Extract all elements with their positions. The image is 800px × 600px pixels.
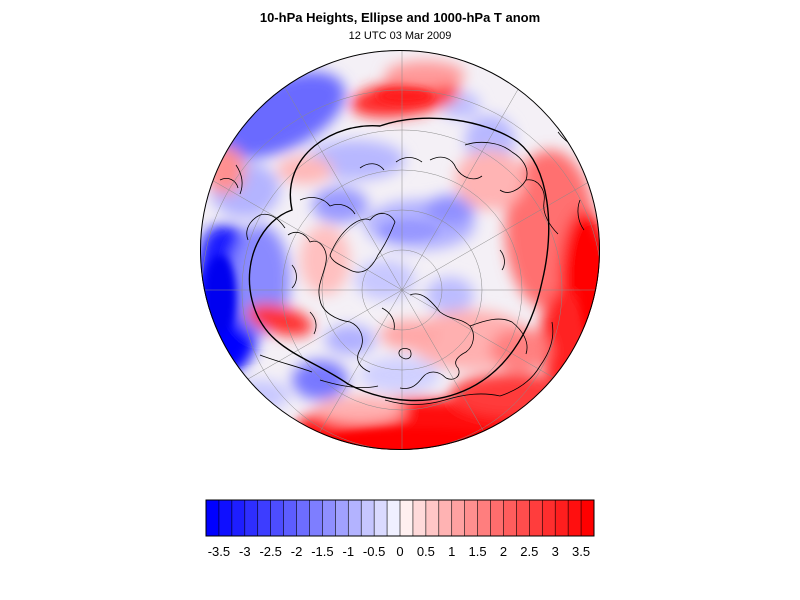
colorbar-tick-label: -3 — [239, 544, 251, 559]
colorbar-swatch — [516, 500, 530, 536]
colorbar-tick-label: 3.5 — [572, 544, 590, 559]
colorbar-tick-label: 1.5 — [469, 544, 487, 559]
colorbar-swatch — [581, 500, 595, 536]
colorbar-tick-label: 0 — [396, 544, 403, 559]
colorbar-tick-label: -3.5 — [208, 544, 230, 559]
colorbar-tick-label: 3 — [552, 544, 559, 559]
figure-title: 10-hPa Heights, Ellipse and 1000-hPa T a… — [259, 10, 541, 25]
colorbar-swatch — [348, 500, 362, 536]
colorbar-tick-label: 2 — [500, 544, 507, 559]
colorbar-swatch — [568, 500, 582, 536]
colorbar: -3.5 -3 -2.5 -2 -1.5 -1 -0.5 0 0.5 1 1.5 2 2.5 3 3.5 — [205, 499, 595, 559]
colorbar-swatch — [335, 500, 349, 536]
colorbar-tick-label: 0.5 — [417, 544, 435, 559]
colorbar-swatch — [322, 500, 336, 536]
colorbar-swatch — [451, 500, 465, 536]
colorbar-swatch — [231, 500, 246, 536]
colorbar-swatch — [555, 500, 569, 536]
colorbar-frame — [205, 499, 595, 537]
colorbar-swatch — [283, 500, 297, 536]
colorbar-tick-label: -0.5 — [363, 544, 385, 559]
colorbar-swatch — [412, 500, 427, 536]
figure-subtitle: 12 UTC 03 Mar 2009 — [348, 30, 452, 42]
coastlines — [219, 131, 585, 405]
colorbar-swatch — [309, 500, 323, 536]
map-border — [200, 50, 600, 450]
colorbar-swatch — [529, 500, 543, 536]
colorbar-swatch — [438, 500, 453, 536]
colorbar-swatch — [270, 500, 284, 536]
colorbar-swatch — [218, 500, 233, 536]
colorbar-swatch — [296, 500, 310, 536]
colorbar-swatch — [477, 500, 491, 536]
colorbar-swatch — [387, 500, 401, 536]
colorbar-swatch — [503, 500, 517, 536]
polar-anomaly-map — [200, 50, 600, 450]
colorbar-tick-label: 1 — [448, 544, 455, 559]
colorbar-tick-label: -2 — [291, 544, 303, 559]
colorbar-swatch — [490, 500, 504, 536]
colorbar-tick-label: -1 — [342, 544, 354, 559]
colorbar-tick-label: -2.5 — [259, 544, 281, 559]
colorbar-swatch — [206, 500, 220, 536]
colorbar-swatch — [464, 500, 478, 536]
colorbar-swatch — [257, 500, 271, 536]
colorbar-swatch — [361, 500, 375, 536]
colorbar-tick-label: -1.5 — [311, 544, 333, 559]
colorbar-swatch — [400, 500, 414, 536]
colorbar-swatch — [542, 500, 556, 536]
height-contour-ellipse — [248, 117, 550, 402]
colorbar-swatch — [425, 500, 440, 536]
colorbar-swatch — [244, 500, 259, 536]
colorbar-tick-label: 2.5 — [520, 544, 538, 559]
colorbar-swatch — [374, 500, 388, 536]
